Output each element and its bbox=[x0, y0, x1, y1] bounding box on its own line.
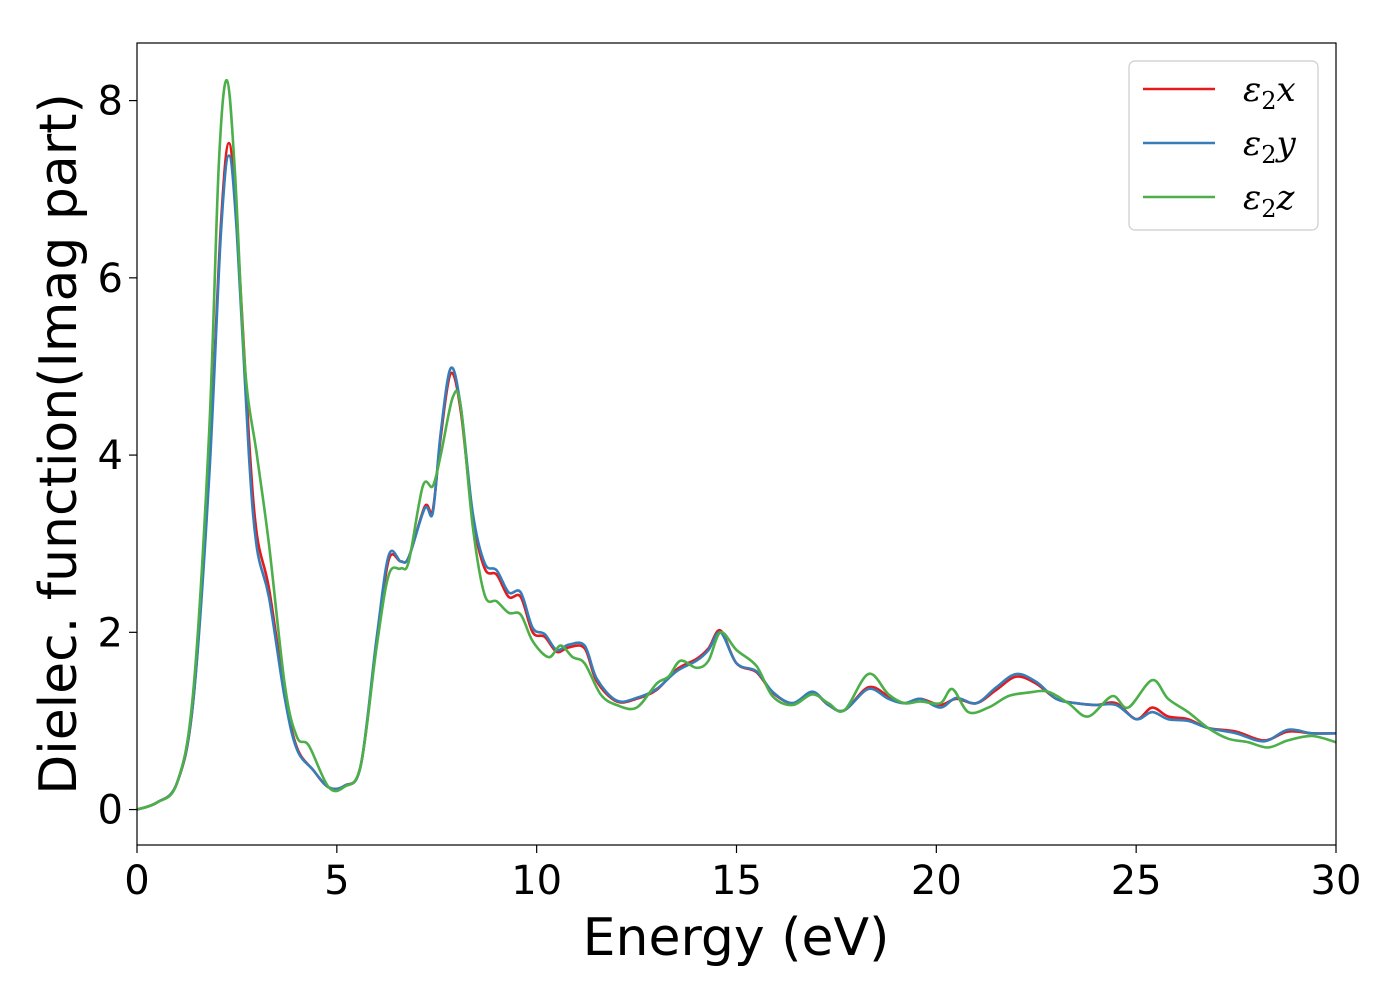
series-line-z bbox=[136, 78, 1337, 811]
legend-label-y: ε2y bbox=[1243, 124, 1297, 169]
y-tick-label: 0 bbox=[98, 788, 123, 834]
legend-box bbox=[1128, 60, 1319, 231]
y-axis-label: Dielec. function(Imag part) bbox=[29, 93, 89, 795]
y-tick-label: 2 bbox=[98, 610, 123, 656]
x-tick-label: 0 bbox=[124, 858, 149, 904]
x-tick-label: 5 bbox=[324, 858, 349, 904]
series-lines bbox=[136, 78, 1337, 811]
x-axis: 0 5 10 15 20 25 30 bbox=[124, 845, 1361, 904]
series-line-y bbox=[136, 154, 1337, 811]
y-axis: 0 2 4 6 8 bbox=[98, 79, 137, 834]
x-axis-label: Energy (eV) bbox=[583, 908, 890, 968]
legend: ε2x ε2y ε2z bbox=[1128, 60, 1319, 231]
x-tick-label: 30 bbox=[1311, 858, 1362, 904]
legend-label-z: ε2z bbox=[1243, 178, 1296, 223]
y-tick-label: 8 bbox=[98, 79, 123, 125]
y-tick-label: 4 bbox=[98, 433, 123, 479]
x-tick-label: 25 bbox=[1111, 858, 1162, 904]
x-tick-label: 15 bbox=[711, 858, 762, 904]
x-tick-label: 20 bbox=[911, 858, 962, 904]
y-tick-label: 6 bbox=[98, 256, 123, 302]
legend-label-x: ε2x bbox=[1243, 70, 1296, 115]
x-tick-label: 10 bbox=[511, 858, 562, 904]
